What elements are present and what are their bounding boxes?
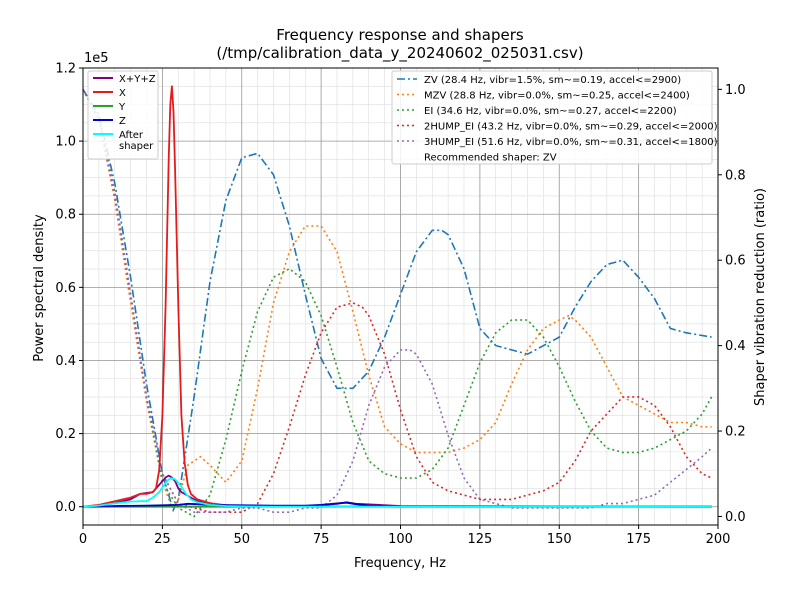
shaper-series-line: [82, 89, 713, 513]
y2-tick-label: 0.2: [725, 425, 746, 440]
y-tick-label: 0.8: [55, 208, 76, 223]
x-tick-label: 125: [467, 532, 492, 547]
y-tick-label: 0.6: [55, 281, 76, 296]
x-tick-label: 100: [388, 532, 413, 547]
legend-shaper-label: MZV (28.8 Hz, vibr=0.0%, sm~=0.25, accel…: [424, 91, 690, 102]
x-tick-label: 75: [313, 532, 330, 547]
x-tick-label: 200: [706, 532, 731, 547]
axes: 0 25 50 75 100 125 150 175 200 0.0 0.2 0.4 0.6 0.8 1.0…: [55, 62, 745, 548]
series: [82, 85, 713, 518]
x-tick-label: 175: [626, 532, 651, 547]
y2-tick-label: 0.0: [725, 510, 746, 525]
y-offset-text: 1e5: [84, 51, 109, 66]
legend-psd-label: After: [119, 130, 144, 141]
y2-tick-label: 1.0: [725, 83, 746, 98]
x-tick-label: 0: [79, 532, 87, 547]
legend-shaper-label: ZV (28.4 Hz, vibr=1.5%, sm~=0.19, accel<…: [424, 75, 681, 86]
y-tick-label: 0.2: [55, 427, 76, 442]
y2-tick-label: 0.4: [725, 339, 746, 354]
shaper-series-line: [82, 89, 713, 518]
x-tick-label: 150: [547, 532, 572, 547]
y-tick-label: 0.0: [55, 500, 76, 515]
y2-axis-label: Shaper vibration reduction (ratio): [753, 188, 768, 406]
chart-title-line1: Frequency response and shapers: [276, 26, 524, 44]
x-axis-label: Frequency, Hz: [354, 556, 446, 571]
legend-shapers-box: [391, 70, 713, 165]
legend-psd-label: X+Y+Z: [119, 74, 156, 85]
y-axis-label: Power spectral density: [32, 214, 47, 362]
y2-tick-label: 0.6: [725, 254, 746, 269]
legend-psd-label: Y: [118, 102, 126, 113]
legend-shaper-label: EI (34.6 Hz, vibr=0.0%, sm~=0.27, accel<…: [424, 106, 677, 117]
x-tick-label: 50: [233, 532, 250, 547]
y-tick-label: 1.0: [55, 135, 76, 150]
legend-shaper-label: 3HUMP_EI (51.6 Hz, vibr=0.0%, sm~=0.31, …: [424, 137, 718, 148]
y-tick-label: 1.2: [55, 62, 76, 77]
shaper-series-line: [82, 89, 712, 510]
y-tick-label: 0.4: [55, 354, 76, 369]
legend-shaper-label: 2HUMP_EI (43.2 Hz, vibr=0.0%, sm~=0.29, …: [424, 122, 718, 133]
chart-title-line2: (/tmp/calibration_data_y_20240602_025031…: [216, 44, 583, 63]
x-tick-label: 25: [154, 532, 171, 547]
legend-psd-label: Z: [119, 116, 126, 127]
legend-psd-label: shaper: [119, 141, 154, 152]
legend-shapers: ZV (28.4 Hz, vibr=1.5%, sm~=0.19, accel<…: [391, 70, 718, 165]
legend-psd-label: X: [119, 88, 126, 99]
recommended-shaper-text: Recommended shaper: ZV: [424, 153, 557, 164]
psd-series-line: [82, 501, 712, 508]
y2-tick-label: 0.8: [725, 168, 746, 183]
psd-series-line: [82, 477, 712, 508]
